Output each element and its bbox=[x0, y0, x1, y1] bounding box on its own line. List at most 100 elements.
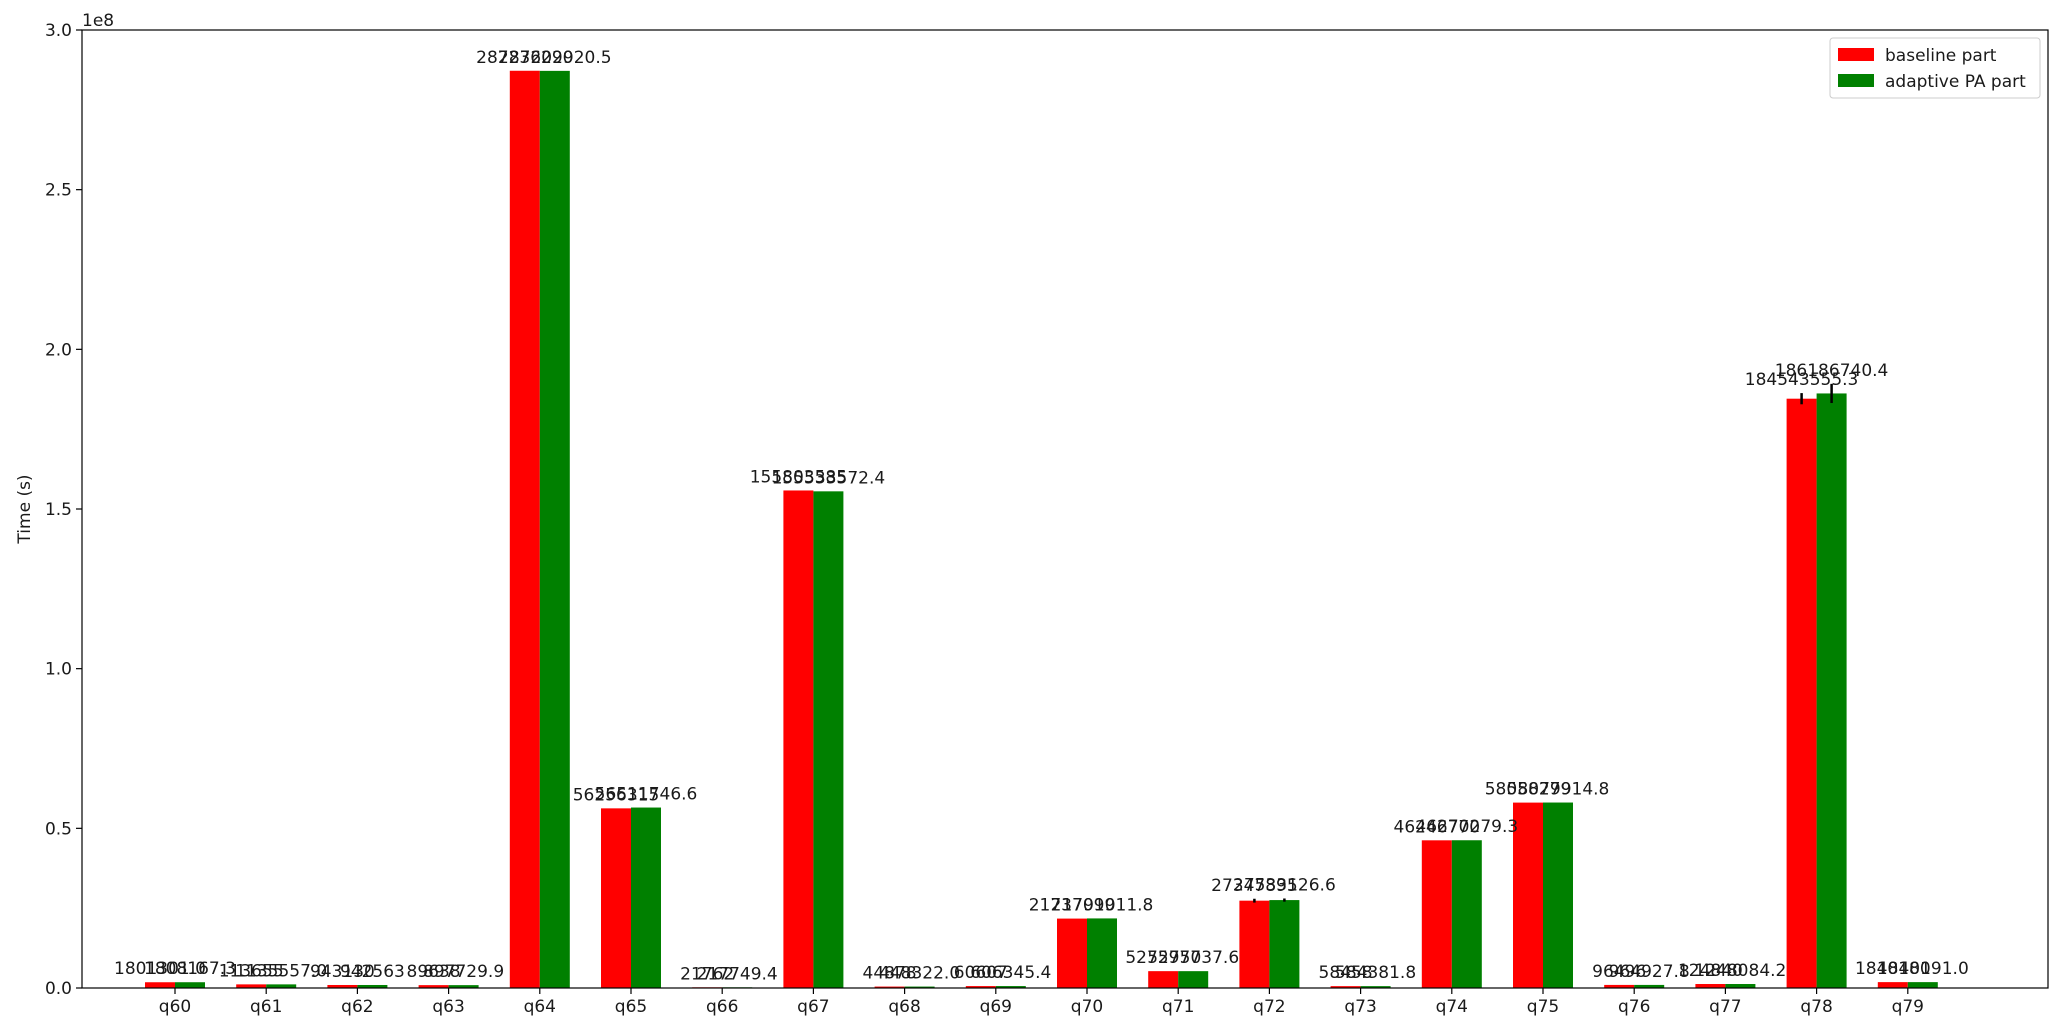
bar bbox=[1634, 984, 1665, 988]
data-label: 5275037.6 bbox=[1147, 948, 1239, 968]
data-label: 58058279 bbox=[1485, 780, 1572, 800]
data-label: 942563 bbox=[340, 962, 405, 982]
data-label: 89638 bbox=[407, 962, 461, 982]
bar bbox=[1360, 986, 1391, 988]
data-label: 584381.8 bbox=[1335, 963, 1416, 983]
data-label: 21791011.8 bbox=[1051, 895, 1154, 915]
bar bbox=[813, 491, 844, 988]
data-label: 1840180 bbox=[1855, 959, 1931, 979]
bar bbox=[266, 984, 297, 988]
data-label: 27533126.6 bbox=[1233, 875, 1336, 895]
bar bbox=[1816, 393, 1847, 988]
legend-label-adaptive: adaptive PA part bbox=[1885, 72, 2026, 92]
x-tick-label: q67 bbox=[797, 997, 829, 1017]
y-tick-label: 1.5 bbox=[45, 500, 72, 520]
legend-swatch-baseline bbox=[1838, 48, 1874, 61]
data-label: 56511746.6 bbox=[595, 785, 698, 805]
data-label: 184543555.3 bbox=[1745, 370, 1859, 390]
legend-frame bbox=[1829, 37, 2041, 99]
bar bbox=[1087, 918, 1117, 988]
bar bbox=[236, 984, 267, 988]
bar bbox=[1786, 398, 1817, 988]
data-label: 58079914.8 bbox=[1507, 780, 1610, 800]
x-tick-label: q65 bbox=[615, 997, 647, 1017]
bar bbox=[1421, 840, 1452, 988]
bar bbox=[1604, 984, 1635, 988]
data-labels-layer: 1801301.0 113655 943130 89638 287236290 56256… bbox=[114, 48, 1969, 985]
bar bbox=[1148, 971, 1179, 988]
data-label: 1801301.0 bbox=[114, 959, 206, 979]
bar bbox=[145, 982, 175, 988]
bar bbox=[1269, 900, 1300, 988]
legend-label-baseline: baseline part bbox=[1885, 46, 1997, 66]
y-tick-label: 2.5 bbox=[45, 181, 72, 201]
data-label: 897729.9 bbox=[423, 962, 504, 982]
data-label: 964927.8 bbox=[1609, 962, 1690, 982]
bar bbox=[874, 986, 905, 988]
data-label: 27347895 bbox=[1211, 876, 1298, 896]
bar bbox=[1330, 986, 1361, 988]
bar bbox=[965, 986, 996, 988]
x-tick-label: q73 bbox=[1344, 997, 1376, 1017]
bar bbox=[1877, 982, 1908, 988]
data-label: 606345.4 bbox=[970, 963, 1051, 983]
data-label: 186186740.4 bbox=[1775, 361, 1889, 381]
x-tick-label: q70 bbox=[1071, 997, 1103, 1017]
bar bbox=[1695, 984, 1726, 988]
x-tick-label: q68 bbox=[888, 997, 920, 1017]
bars-layer bbox=[145, 70, 1938, 988]
y-axis-title: Time (s) bbox=[15, 474, 35, 544]
x-tick-label: q62 bbox=[341, 997, 373, 1017]
data-label: 21762 bbox=[680, 964, 734, 984]
data-label: 287236290 bbox=[476, 48, 573, 68]
bar bbox=[1239, 900, 1270, 988]
data-label: 46246770 bbox=[1394, 817, 1481, 837]
x-tick-label: q78 bbox=[1800, 997, 1832, 1017]
bar bbox=[1907, 982, 1938, 988]
x-tick-label: q66 bbox=[706, 997, 738, 1017]
bar bbox=[539, 70, 570, 988]
data-label: 21737099 bbox=[1029, 896, 1116, 916]
x-tick-label: q79 bbox=[1892, 997, 1924, 1017]
bar bbox=[1057, 918, 1087, 988]
bar bbox=[509, 70, 540, 988]
data-label: 1840191.0 bbox=[1877, 959, 1969, 979]
x-tick-label: q64 bbox=[524, 997, 556, 1017]
legend: baseline part adaptive PA part bbox=[1829, 37, 2041, 99]
x-axis: q60 q61 q62 q63 q64 q65 q66 q67 q68 q69 q70 q71 q72 q… bbox=[159, 988, 1924, 1017]
x-tick-label: q77 bbox=[1709, 997, 1741, 1017]
data-label: 943130 bbox=[310, 962, 375, 982]
x-tick-label: q76 bbox=[1618, 997, 1650, 1017]
x-tick-label: q60 bbox=[159, 997, 191, 1017]
data-label: 287202920.5 bbox=[498, 48, 612, 68]
error-bars-layer bbox=[1253, 383, 1833, 903]
bar bbox=[418, 985, 449, 988]
y-tick-label: 2.0 bbox=[45, 340, 72, 360]
bar bbox=[1725, 984, 1756, 988]
data-label: 44878 bbox=[863, 964, 917, 984]
bar bbox=[1513, 802, 1543, 988]
plot-frame bbox=[81, 29, 2049, 989]
legend-swatch-adaptive bbox=[1838, 74, 1874, 87]
data-label: 155803585 bbox=[750, 467, 847, 487]
x-tick-label: q69 bbox=[980, 997, 1012, 1017]
x-tick-label: q61 bbox=[250, 997, 282, 1017]
data-label: 217749.4 bbox=[697, 964, 778, 984]
bar bbox=[631, 807, 661, 988]
data-label: 96496 bbox=[1592, 962, 1646, 982]
y-axis: 0.0 0.5 1.0 1.5 2.0 2.5 3.0 bbox=[45, 21, 82, 999]
y-tick-label: 0.0 bbox=[45, 979, 72, 999]
data-label: 155533572.4 bbox=[772, 468, 886, 488]
x-tick-label: q74 bbox=[1436, 997, 1468, 1017]
y-tick-label: 1.0 bbox=[45, 660, 72, 680]
bar bbox=[904, 986, 935, 988]
y-tick-label: 0.5 bbox=[45, 819, 72, 839]
data-label: 1135557.0 bbox=[235, 961, 327, 981]
bar bbox=[1178, 971, 1209, 988]
bar bbox=[1451, 840, 1482, 988]
data-label: 113655 bbox=[219, 961, 284, 981]
x-tick-label: q72 bbox=[1253, 997, 1285, 1017]
bar bbox=[783, 490, 814, 988]
